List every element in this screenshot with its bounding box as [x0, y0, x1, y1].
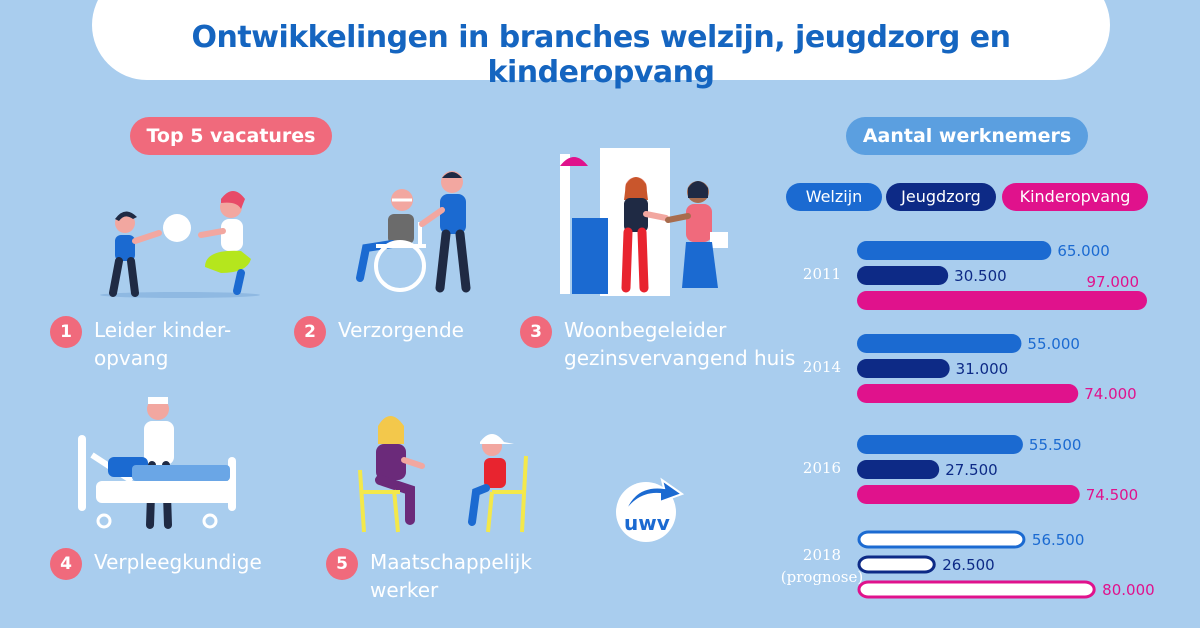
bar-value-label: 56.500 [1032, 531, 1085, 549]
bar-jeugdzorg-3 [857, 555, 936, 574]
vacancy-number: 1 [50, 316, 82, 348]
category-label: 2016 [803, 459, 841, 477]
vacancy-number: 5 [326, 548, 358, 580]
legend-kinderopvang: Kinderopvang [1002, 183, 1148, 211]
vacancy-label: Verzorgende [338, 318, 464, 342]
vacancy-label: Maatschappelijk werker [370, 550, 532, 602]
vacancy-item-2: 2 Verzorgende [294, 316, 464, 348]
bar-jeugdzorg-0 [857, 266, 949, 285]
bar-value-label: 74.000 [1084, 385, 1137, 403]
group-home-illustration [560, 148, 728, 296]
bar-welzijn-3 [857, 530, 1026, 549]
bar-value-label: 31.000 [956, 360, 1009, 378]
bar-kinderopvang-2 [857, 485, 1080, 504]
caregiver-illustration [356, 171, 471, 293]
legend-jeugdzorg: Jeugdzorg [886, 183, 996, 211]
bar-welzijn-0 [857, 241, 1052, 260]
bar-value-label: 97.000 [1087, 273, 1140, 291]
bar-jeugdzorg-2 [857, 460, 940, 479]
page-title: Ontwikkelingen in branches welzijn, jeug… [191, 20, 1011, 90]
vacancy-item-5: 5 Maatschappelijk werker [326, 548, 532, 604]
vacancy-item-3: 3 Woonbegeleider gezinsvervangend huis [520, 316, 795, 372]
bar-welzijn-1 [857, 334, 1022, 353]
bar-kinderopvang-0 [857, 291, 1147, 310]
vacancy-item-1: 1 Leider kinder- opvang [50, 316, 231, 372]
vacancy-item-4: 4 Verpleegkundige [50, 548, 262, 580]
bar-value-label: 55.000 [1027, 335, 1080, 353]
bar-value-label: 55.500 [1029, 436, 1082, 454]
social-worker-illustration [358, 416, 528, 533]
top5-heading: Top 5 vacatures [130, 117, 332, 155]
bar-value-label: 27.500 [945, 461, 998, 479]
bar-jeugdzorg-1 [857, 359, 950, 378]
bar-value-label: 26.500 [942, 556, 995, 574]
childcare-illustration [100, 191, 260, 298]
chart-heading: Aantal werknemers [846, 117, 1088, 155]
title-banner [92, 0, 1110, 80]
bar-value-label: 30.500 [954, 267, 1007, 285]
vacancy-label: Woonbegeleider gezinsvervangend huis [564, 318, 796, 370]
bar-value-label: 80.000 [1102, 581, 1155, 599]
uwv-logo-text: uwv [624, 511, 670, 535]
vacancy-label: Leider kinder- opvang [94, 318, 232, 370]
nurse-illustration [78, 397, 236, 529]
vacancy-label: Verpleegkundige [94, 550, 262, 574]
bar-kinderopvang-3 [857, 580, 1096, 599]
uwv-logo: uwv [616, 477, 685, 542]
bar-value-label: 74.500 [1086, 486, 1139, 504]
legend-welzijn: Welzijn [786, 183, 882, 211]
bar-value-label: 65.000 [1057, 242, 1110, 260]
vacancy-number: 4 [50, 548, 82, 580]
vacancy-number: 3 [520, 316, 552, 348]
category-label: (prognose) [781, 568, 863, 586]
category-label: 2014 [803, 358, 841, 376]
category-label: 2011 [803, 265, 841, 283]
vacancy-number: 2 [294, 316, 326, 348]
bar-kinderopvang-1 [857, 384, 1079, 403]
category-label: 2018 [803, 546, 841, 564]
bar-welzijn-2 [857, 435, 1023, 454]
